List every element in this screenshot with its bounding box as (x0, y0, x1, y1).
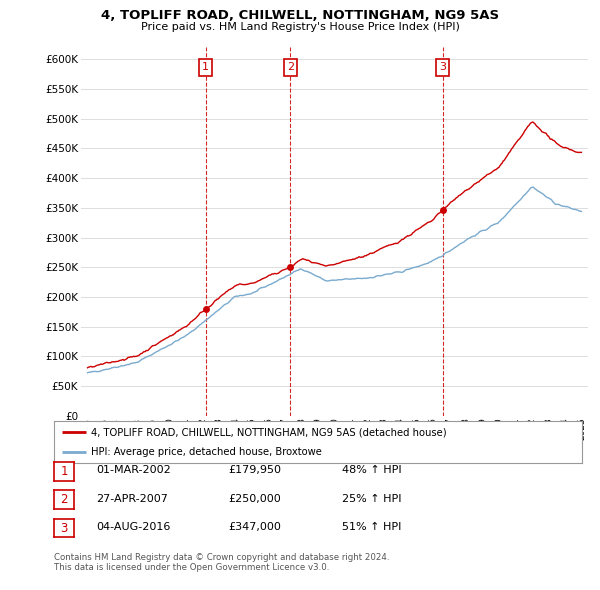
Text: 51% ↑ HPI: 51% ↑ HPI (342, 522, 401, 532)
Text: 1: 1 (61, 465, 68, 478)
Text: 04-AUG-2016: 04-AUG-2016 (96, 522, 170, 532)
Text: HPI: Average price, detached house, Broxtowe: HPI: Average price, detached house, Brox… (91, 447, 322, 457)
Text: 4, TOPLIFF ROAD, CHILWELL, NOTTINGHAM, NG9 5AS (detached house): 4, TOPLIFF ROAD, CHILWELL, NOTTINGHAM, N… (91, 427, 446, 437)
Text: £347,000: £347,000 (228, 522, 281, 532)
Text: Contains HM Land Registry data © Crown copyright and database right 2024.
This d: Contains HM Land Registry data © Crown c… (54, 553, 389, 572)
Text: 3: 3 (61, 522, 68, 535)
Text: 01-MAR-2002: 01-MAR-2002 (96, 466, 171, 475)
Text: 25% ↑ HPI: 25% ↑ HPI (342, 494, 401, 503)
Text: 2: 2 (61, 493, 68, 506)
Text: £179,950: £179,950 (228, 466, 281, 475)
Text: 48% ↑ HPI: 48% ↑ HPI (342, 466, 401, 475)
Text: Price paid vs. HM Land Registry's House Price Index (HPI): Price paid vs. HM Land Registry's House … (140, 22, 460, 32)
Text: 3: 3 (439, 63, 446, 73)
Text: 2: 2 (287, 63, 294, 73)
Text: 1: 1 (202, 63, 209, 73)
Text: £250,000: £250,000 (228, 494, 281, 503)
Text: 4, TOPLIFF ROAD, CHILWELL, NOTTINGHAM, NG9 5AS: 4, TOPLIFF ROAD, CHILWELL, NOTTINGHAM, N… (101, 9, 499, 22)
Text: 27-APR-2007: 27-APR-2007 (96, 494, 168, 503)
